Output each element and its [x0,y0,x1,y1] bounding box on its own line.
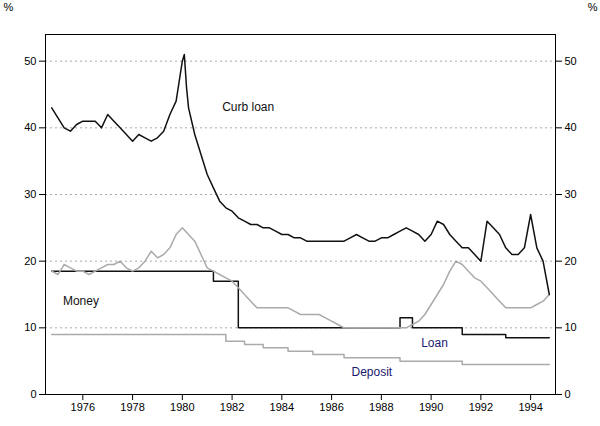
svg-text:1990: 1990 [419,401,443,413]
svg-text:Curb loan: Curb loan [222,100,274,114]
svg-text:20: 20 [24,255,36,267]
svg-text:10: 10 [565,321,577,333]
svg-text:1982: 1982 [220,401,244,413]
svg-text:1988: 1988 [369,401,393,413]
svg-text:50: 50 [565,55,577,67]
svg-text:0: 0 [30,388,36,400]
svg-text:1984: 1984 [270,401,294,413]
svg-text:Deposit: Deposit [352,365,393,379]
svg-text:Loan: Loan [421,336,448,350]
svg-text:1992: 1992 [469,401,493,413]
svg-text:Money: Money [63,294,99,308]
svg-text:1980: 1980 [170,401,194,413]
svg-text:%: % [4,1,14,13]
svg-text:1986: 1986 [319,401,343,413]
svg-text:1976: 1976 [71,401,95,413]
svg-text:50: 50 [24,55,36,67]
svg-text:1994: 1994 [518,401,542,413]
svg-text:30: 30 [565,188,577,200]
svg-text:30: 30 [24,188,36,200]
svg-text:20: 20 [565,255,577,267]
svg-text:0: 0 [565,388,571,400]
svg-text:1978: 1978 [120,401,144,413]
svg-text:40: 40 [24,121,36,133]
svg-text:10: 10 [24,321,36,333]
svg-text:40: 40 [565,121,577,133]
svg-text:%: % [588,1,598,13]
